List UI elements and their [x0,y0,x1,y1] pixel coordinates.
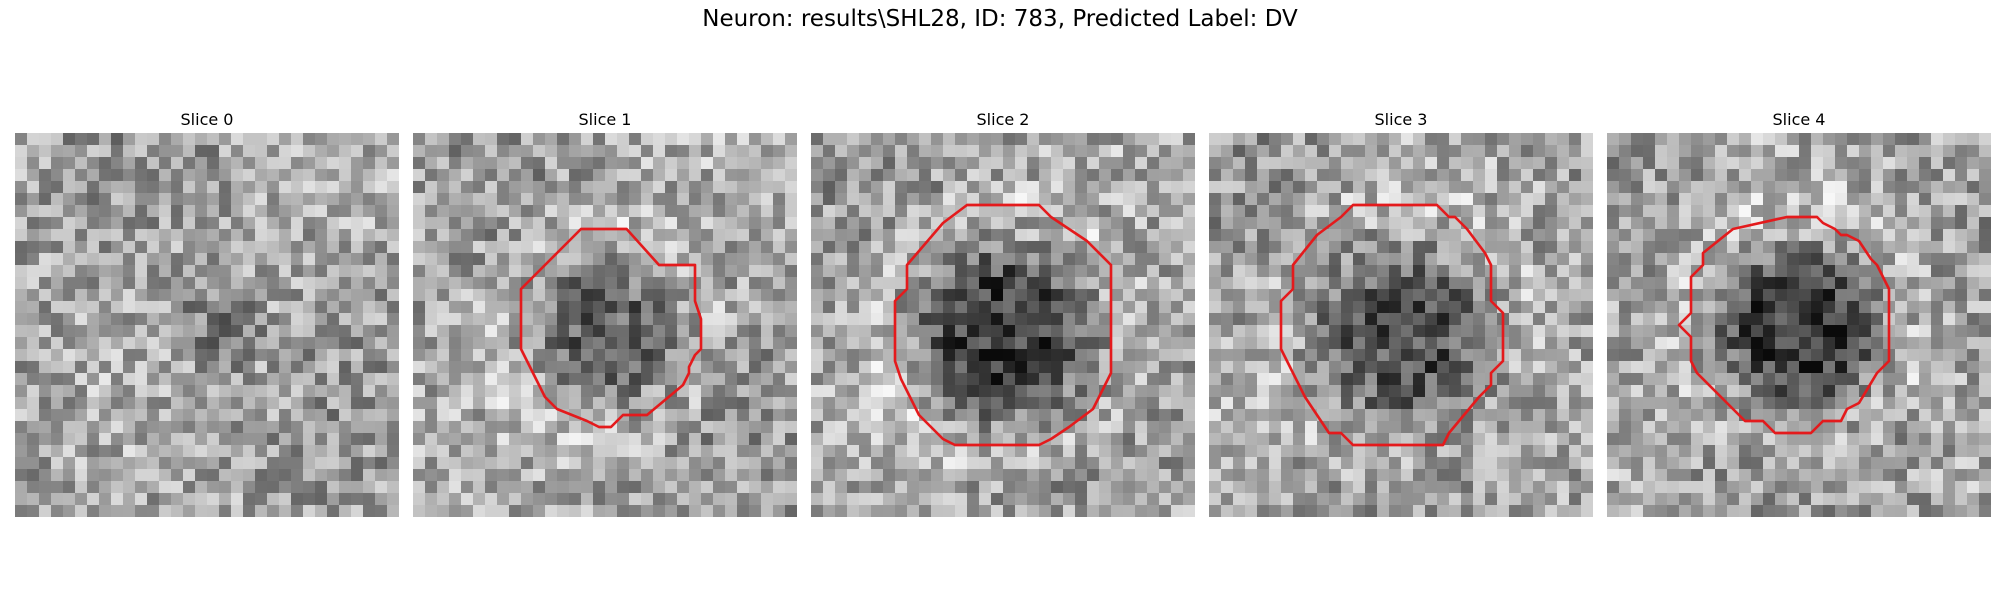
slice-panel-1: Slice 1 [413,108,797,517]
slice-image-0 [15,133,399,517]
slice-title-2: Slice 2 [976,110,1030,129]
slice-panel-4: Slice 4 [1607,108,1991,517]
cell-contour-4 [1677,215,1891,435]
slice-title-3: Slice 3 [1374,110,1428,129]
slice-image-2 [811,133,1195,517]
slice-title-0: Slice 0 [180,110,234,129]
cell-contour-2 [893,203,1113,447]
slice-panel-0: Slice 0 [15,108,399,517]
slice-title-1: Slice 1 [578,110,632,129]
cell-contour-3 [1279,203,1505,447]
cell-contour-1 [519,227,703,429]
slice-panel-3: Slice 3 [1209,108,1593,517]
slice-image-3 [1209,133,1593,517]
slice-panel-2: Slice 2 [811,108,1195,517]
slice-title-4: Slice 4 [1772,110,1826,129]
slice-image-1 [413,133,797,517]
figure-title: Neuron: results\SHL28, ID: 783, Predicte… [702,6,1298,32]
slice-image-4 [1607,133,1991,517]
